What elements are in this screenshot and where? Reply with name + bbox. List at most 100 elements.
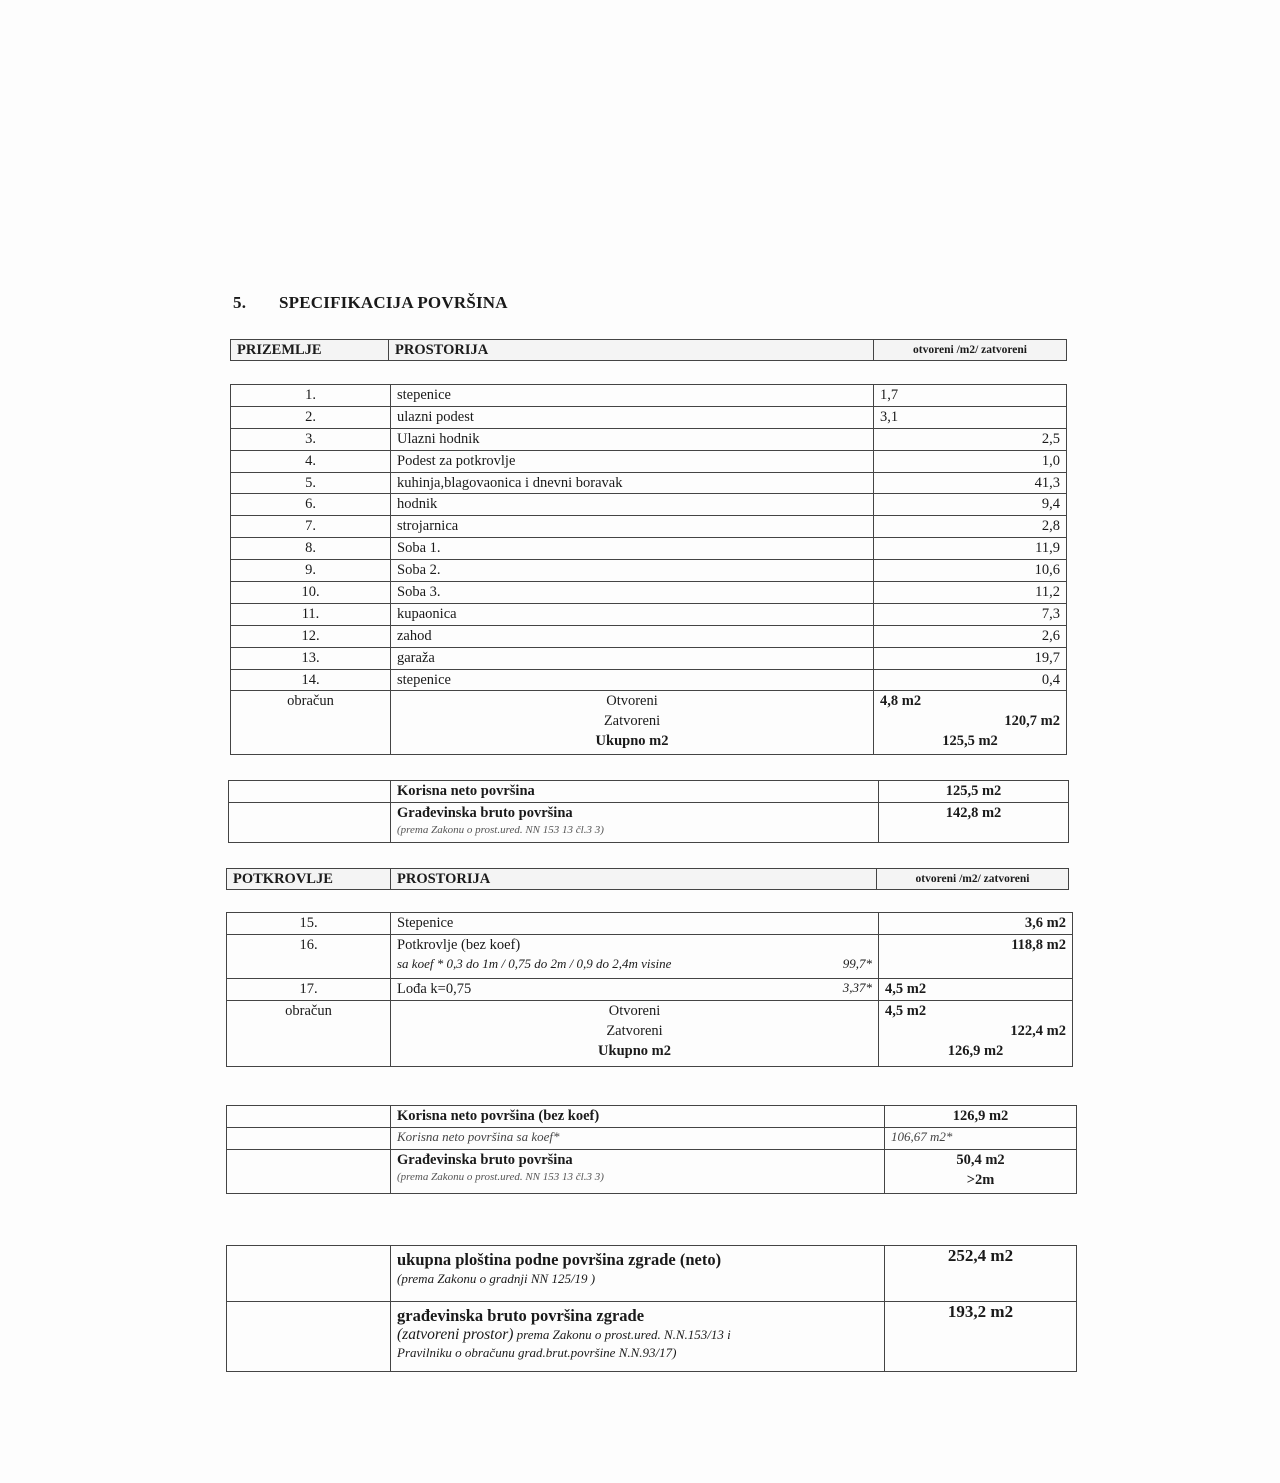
room-row: 9. Soba 2. 10,6 bbox=[230, 559, 1067, 583]
room-number: 1. bbox=[230, 384, 391, 407]
room-number: 10. bbox=[230, 581, 391, 604]
closed-area: 118,8 m2 bbox=[1011, 937, 1066, 953]
room-area: 3,1 bbox=[873, 405, 1067, 429]
coef-value: 3,37* bbox=[842, 980, 872, 995]
closed-area: 0,4 bbox=[1041, 671, 1060, 688]
open-area: 3,1 bbox=[880, 408, 899, 425]
area-label: otvoreni /m2/ zatvoreni bbox=[873, 339, 1067, 361]
prizemlje-rooms-table: 1. stepenice 1,7 2. ulazni podest 3,1 3. Ulazni… bbox=[230, 384, 1067, 756]
room-row: 11. kupaonica 7,3 bbox=[230, 602, 1067, 626]
room-row: 14. stepenice 0,4 bbox=[230, 668, 1067, 692]
room-number: 16. bbox=[226, 934, 391, 979]
room-name: strojarnica bbox=[390, 515, 874, 539]
room-label: PROSTORIJA bbox=[388, 339, 874, 361]
section-title: 5. SPECIFIKACIJA POVRŠINA bbox=[233, 293, 508, 312]
closed-area: 19,7 bbox=[1034, 649, 1060, 666]
room-area: 11,9 bbox=[873, 537, 1067, 561]
closed-area: 3,6 m2 bbox=[1024, 915, 1066, 931]
room-name: kupaonica bbox=[390, 602, 874, 626]
room-row: 4. Podest za potkrovlje 1,0 bbox=[230, 449, 1067, 473]
room-name: Stepenice bbox=[390, 912, 879, 935]
room-row: 15. Stepenice 3,6 m2 bbox=[226, 912, 1073, 935]
room-name: zahod bbox=[390, 624, 874, 648]
room-number: 11. bbox=[230, 602, 391, 626]
room-row: 8. Soba 1. 11,9 bbox=[230, 537, 1067, 561]
room-row: 3. Ulazni hodnik 2,5 bbox=[230, 427, 1067, 451]
room-area: 0,4 bbox=[873, 668, 1067, 692]
room-number: 15. bbox=[226, 912, 391, 935]
closed-area: 2,8 bbox=[1041, 518, 1060, 535]
open-area: 1,7 bbox=[880, 387, 899, 403]
room-number: 13. bbox=[230, 646, 391, 670]
closed-area: 1,0 bbox=[1041, 452, 1060, 469]
room-area: 10,6 bbox=[873, 559, 1067, 583]
room-name: ulazni podest bbox=[390, 405, 874, 429]
room-number: 4. bbox=[230, 449, 391, 473]
closed-area: 11,9 bbox=[1035, 540, 1060, 557]
room-area: 4,5 m2 bbox=[878, 978, 1073, 1001]
room-row: 5. kuhinja,blagovaonica i dnevni boravak 4… bbox=[230, 471, 1067, 495]
closed-area: 7,3 bbox=[1041, 605, 1060, 622]
room-name: kuhinja,blagovaonica i dnevni boravak bbox=[390, 471, 874, 495]
room-row: 2. ulazni podest 3,1 bbox=[230, 405, 1067, 429]
potkrovlje-header: POTKROVLJE PROSTORIJA otvoreni /m2/ zatvor… bbox=[226, 868, 1069, 890]
room-area: 1,7 bbox=[873, 384, 1067, 407]
room-area: 118,8 m2 bbox=[878, 934, 1073, 979]
room-area: 2,8 bbox=[873, 515, 1067, 539]
room-area: 7,3 bbox=[873, 602, 1067, 626]
room-area: 19,7 bbox=[873, 646, 1067, 670]
room-area: 1,0 bbox=[873, 449, 1067, 473]
room-number: 14. bbox=[230, 668, 391, 692]
closed-area: 2,6 bbox=[1041, 627, 1060, 644]
room-name: Soba 3. bbox=[390, 581, 874, 604]
closed-area: 41,3 bbox=[1034, 474, 1060, 491]
room-name: stepenice bbox=[390, 384, 874, 407]
room-number: 3. bbox=[230, 427, 391, 451]
room-name: Potkrovlje (bez koef) sa koef * 0,3 do 1m… bbox=[390, 934, 879, 979]
closed-area: 9,4 bbox=[1041, 496, 1060, 513]
room-number: 9. bbox=[230, 559, 391, 583]
prizemlje-areas-table: Korisna neto površina 125,5 m2 Građevinsk… bbox=[228, 780, 1069, 843]
room-number: 5. bbox=[230, 471, 391, 495]
room-number: 6. bbox=[230, 493, 391, 517]
room-number: 7. bbox=[230, 515, 391, 539]
open-area: 4,5 m2 bbox=[885, 981, 927, 997]
room-name: stepenice bbox=[390, 668, 874, 692]
potkrovlje-areas-table: Korisna neto površina (bez koef) 126,9 m2… bbox=[226, 1105, 1077, 1194]
room-row: 17. Lođa k=0,75 3,37* 4,5 m2 bbox=[226, 978, 1073, 1001]
room-row: 16. Potkrovlje (bez koef) sa koef * 0,3 do… bbox=[226, 934, 1073, 979]
room-area: 41,3 bbox=[873, 471, 1067, 495]
summary-row: obračun Otvoreni Zatvoreni Ukupno m2 4,8 m… bbox=[230, 690, 1067, 756]
closed-area: 11,2 bbox=[1035, 584, 1060, 601]
room-area: 11,2 bbox=[873, 581, 1067, 604]
closed-area: 10,6 bbox=[1034, 562, 1060, 579]
room-area: 2,6 bbox=[873, 624, 1067, 648]
room-name: Soba 1. bbox=[390, 537, 874, 561]
room-area: 2,5 bbox=[873, 427, 1067, 451]
room-name: hodnik bbox=[390, 493, 874, 517]
room-name: Soba 2. bbox=[390, 559, 874, 583]
potkrovlje-rooms-table: 15. Stepenice 3,6 m2 16. Potkrovlje (bez koe… bbox=[226, 912, 1073, 1067]
room-row: 1. stepenice 1,7 bbox=[230, 384, 1067, 407]
room-number: 8. bbox=[230, 537, 391, 561]
closed-area: 2,5 bbox=[1041, 430, 1060, 447]
room-name: Ulazni hodnik bbox=[390, 427, 874, 451]
room-row: 7. strojarnica 2,8 bbox=[230, 515, 1067, 539]
room-row: 6. hodnik 9,4 bbox=[230, 493, 1067, 517]
coef-value: 99,7* bbox=[842, 956, 872, 971]
room-name: Podest za potkrovlje bbox=[390, 449, 874, 473]
room-row: 13. garaža 19,7 bbox=[230, 646, 1067, 670]
room-number: 2. bbox=[230, 405, 391, 429]
room-area: 3,6 m2 bbox=[878, 912, 1073, 935]
building-totals-table: ukupna ploština podne površina zgrade (n… bbox=[226, 1245, 1077, 1372]
room-number: 17. bbox=[226, 978, 391, 1001]
room-number: 12. bbox=[230, 624, 391, 648]
room-row: 10. Soba 3. 11,2 bbox=[230, 581, 1067, 604]
room-area: 9,4 bbox=[873, 493, 1067, 517]
summary-row: obračun Otvoreni Zatvoreni Ukupno m2 4,5 m… bbox=[226, 1000, 1073, 1067]
room-name: Lođa k=0,75 3,37* bbox=[390, 978, 879, 1001]
room-name: garaža bbox=[390, 646, 874, 670]
floor-label: PRIZEMLJE bbox=[230, 339, 389, 361]
prizemlje-header: PRIZEMLJE PROSTORIJA otvoreni /m2/ zatvore… bbox=[230, 339, 1067, 361]
